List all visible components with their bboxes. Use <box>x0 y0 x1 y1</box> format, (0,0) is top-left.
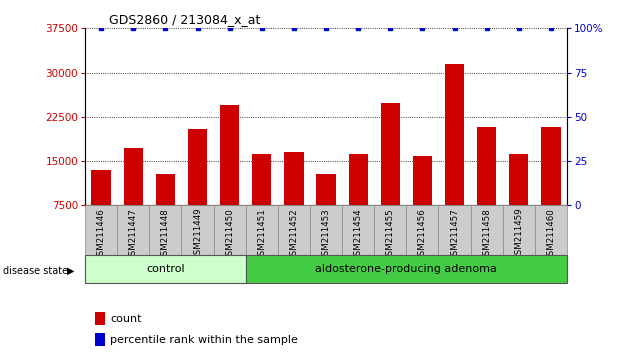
Text: GSM211447: GSM211447 <box>129 208 138 261</box>
Bar <box>284 152 304 250</box>
Text: GDS2860 / 213084_x_at: GDS2860 / 213084_x_at <box>109 13 261 26</box>
Bar <box>252 154 272 250</box>
Bar <box>85 255 246 283</box>
Bar <box>220 105 239 250</box>
Text: GSM211454: GSM211454 <box>353 208 363 261</box>
Bar <box>117 205 149 255</box>
Bar <box>188 129 207 250</box>
Text: GSM211455: GSM211455 <box>386 208 395 261</box>
Text: GSM211451: GSM211451 <box>257 208 266 261</box>
Text: count: count <box>110 314 142 324</box>
Bar <box>156 174 175 250</box>
Text: GSM211459: GSM211459 <box>514 208 524 261</box>
Bar <box>348 154 368 250</box>
Text: GSM211460: GSM211460 <box>546 208 556 261</box>
Bar <box>278 205 310 255</box>
Text: GSM211458: GSM211458 <box>482 208 491 261</box>
Bar <box>413 156 432 250</box>
Bar <box>94 312 105 325</box>
Bar <box>503 205 535 255</box>
Bar <box>445 64 464 250</box>
Bar <box>91 170 111 250</box>
Text: GSM211457: GSM211457 <box>450 208 459 261</box>
Text: GSM211456: GSM211456 <box>418 208 427 261</box>
Bar <box>406 205 438 255</box>
Bar <box>342 205 374 255</box>
Bar <box>246 205 278 255</box>
Text: GSM211448: GSM211448 <box>161 208 170 261</box>
Bar <box>541 127 561 250</box>
Bar <box>181 205 214 255</box>
Bar <box>477 127 496 250</box>
Bar <box>535 205 567 255</box>
Bar <box>471 205 503 255</box>
Text: GSM211446: GSM211446 <box>96 208 106 261</box>
Text: GSM211450: GSM211450 <box>225 208 234 261</box>
Bar <box>85 205 117 255</box>
Text: GSM211453: GSM211453 <box>321 208 331 261</box>
Text: ▶: ▶ <box>67 266 74 276</box>
Bar <box>94 333 105 346</box>
Text: aldosterone-producing adenoma: aldosterone-producing adenoma <box>316 264 497 274</box>
Bar <box>316 174 336 250</box>
Text: GSM211452: GSM211452 <box>289 208 299 261</box>
Bar <box>214 205 246 255</box>
Bar <box>123 148 143 250</box>
Bar <box>310 205 342 255</box>
Text: disease state: disease state <box>3 266 68 276</box>
Bar <box>374 205 406 255</box>
Bar <box>381 103 400 250</box>
Text: GSM211449: GSM211449 <box>193 208 202 261</box>
Bar <box>509 154 529 250</box>
Bar <box>438 205 471 255</box>
Text: control: control <box>146 264 185 274</box>
Bar <box>246 255 567 283</box>
Bar <box>149 205 181 255</box>
Text: percentile rank within the sample: percentile rank within the sample <box>110 335 298 345</box>
